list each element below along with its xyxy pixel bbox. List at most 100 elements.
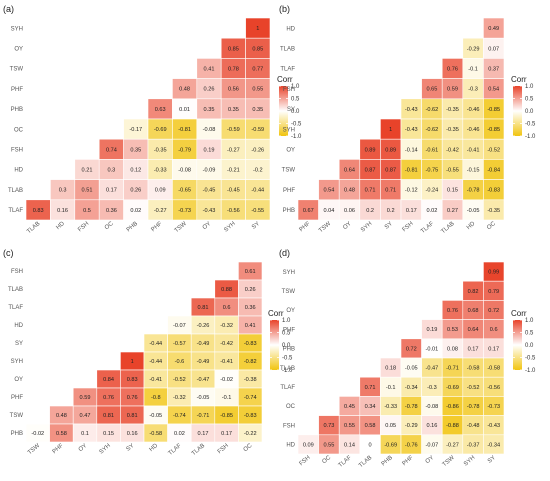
legend-colorbar	[513, 86, 522, 136]
cell-value-label: 0.14	[344, 442, 355, 448]
cell-value-label: -0.32	[173, 395, 186, 401]
y-tick-label: FSH	[11, 269, 23, 275]
cell-value-label: 0.64	[468, 327, 479, 333]
cell-value-label: 0.18	[385, 366, 396, 372]
y-tick-label: FSH	[11, 148, 23, 154]
cell-value-label: 0.26	[130, 188, 141, 194]
y-tick-label: SYH	[283, 127, 295, 133]
cell-value-label: 0.58	[365, 423, 376, 429]
cell-value-label: 0.02	[426, 208, 437, 214]
cell-value-label: -0.05	[149, 413, 162, 419]
cell-value-label: 0.17	[106, 188, 117, 194]
cell-value-label: 0	[369, 442, 372, 448]
cell-value-label: 0.16	[426, 423, 437, 429]
cell-value-label: 0.12	[130, 168, 141, 174]
cell-value-label: -0.08	[203, 127, 216, 133]
cell-value-label: 0.89	[385, 147, 396, 153]
cell-value-label: -0.08	[178, 168, 191, 174]
cell-value-label: -0.48	[467, 423, 480, 429]
x-tick-label: OC	[486, 221, 497, 232]
legend-tick-label: -1.0	[525, 368, 536, 374]
y-tick-label: SYH	[11, 26, 23, 32]
cell-value-label: 0.48	[56, 413, 67, 419]
heatmap-cell	[245, 199, 271, 221]
cell-value-label: 0.72	[406, 346, 417, 352]
cell-value-label: 0.06	[344, 208, 355, 214]
legend-tick-label: 0.0	[525, 109, 534, 115]
cell-value-label: -0.24	[426, 188, 439, 194]
cell-value-label: 0.15	[447, 188, 458, 194]
cell-value-label: 0.71	[385, 188, 396, 194]
cell-value-label: -0.17	[129, 127, 142, 133]
cell-value-label: -0.45	[203, 188, 216, 194]
panel-tag: (b)	[279, 4, 290, 14]
cell-value-label: -0.21	[227, 168, 240, 174]
cell-value-label: 0.15	[103, 431, 114, 437]
y-tick-label: PHB	[283, 347, 295, 353]
cell-value-label: 0.2	[387, 208, 395, 214]
cell-value-label: -0.09	[203, 168, 216, 174]
cell-value-label: -0.43	[405, 107, 418, 113]
cell-value-label: 0.34	[365, 404, 376, 410]
cell-value-label: -0.69	[384, 442, 397, 448]
cell-value-label: 0.61	[245, 269, 256, 275]
x-tick-label: HD	[55, 221, 66, 232]
x-tick-label: OC	[104, 221, 115, 232]
x-tick-label: TLAB	[26, 221, 41, 235]
x-tick-label: TLAB	[440, 221, 455, 235]
cell-value-label: -0.69	[154, 127, 167, 133]
x-tick-label: SYH	[223, 221, 236, 234]
cell-value-label: 0.79	[488, 289, 499, 295]
cell-value-label: -0.56	[487, 385, 500, 391]
y-tick-label: OY	[14, 377, 23, 383]
cell-value-label: 0.82	[468, 289, 479, 295]
y-tick-label: PHB	[11, 431, 23, 437]
cell-value-label: 0.54	[488, 87, 499, 93]
y-tick-label: HD	[14, 323, 23, 329]
x-tick-label: TLAF	[168, 443, 183, 457]
cell-value-label: -0.33	[384, 404, 397, 410]
cell-value-label: -0.26	[197, 323, 210, 329]
x-tick-label: OY	[342, 221, 352, 231]
y-tick-label: PHB	[11, 107, 23, 113]
x-tick-label: FSH	[299, 455, 312, 467]
cell-value-label: 0.83	[33, 208, 44, 214]
cell-value-label: 0.08	[447, 346, 458, 352]
cell-value-label: 0.55	[323, 442, 334, 448]
cell-value-label: -0.55	[446, 168, 459, 174]
cell-value-label: 0.73	[323, 423, 334, 429]
x-tick-label: TSW	[174, 221, 188, 234]
cell-value-label: -0.74	[173, 413, 186, 419]
cell-value-label: -0.08	[426, 404, 439, 410]
x-tick-label: SY	[125, 443, 135, 453]
cell-value-label: -0.76	[405, 442, 418, 448]
cell-value-label: -0.01	[426, 346, 439, 352]
legend-tick-label: -0.5	[525, 356, 536, 362]
cell-value-label: 0.47	[80, 413, 91, 419]
y-tick-label: TLAF	[280, 67, 295, 73]
x-tick-label: TSW	[442, 455, 456, 468]
y-tick-label: SY	[15, 341, 23, 347]
x-tick-label: PHF	[402, 455, 415, 468]
cell-value-label: -0.26	[251, 147, 264, 153]
x-tick-label: FSH	[77, 221, 90, 233]
legend-tick-label: 0.5	[525, 331, 534, 337]
cell-value-label: 0.81	[198, 305, 209, 311]
x-tick-label: PHB	[126, 221, 139, 234]
cell-value-label: 0.54	[323, 188, 334, 194]
y-tick-label: TLAF	[8, 208, 23, 214]
cell-value-label: -0.43	[405, 127, 418, 133]
cell-value-label: -0.3	[427, 385, 437, 391]
legend-tick-label: 0.5	[291, 97, 300, 103]
x-tick-label: HD	[149, 443, 160, 454]
cell-value-label: -0.27	[154, 208, 167, 214]
cell-value-label: 0.17	[468, 346, 479, 352]
x-tick-label: TLAF	[420, 221, 435, 235]
cell-value-label: -0.47	[426, 366, 439, 372]
cell-value-label: -0.61	[426, 147, 439, 153]
cell-value-label: 0.35	[130, 147, 141, 153]
y-tick-label: PHB	[283, 208, 295, 214]
cell-value-label: -0.83	[244, 413, 257, 419]
cell-value-label: -0.85	[487, 107, 500, 113]
